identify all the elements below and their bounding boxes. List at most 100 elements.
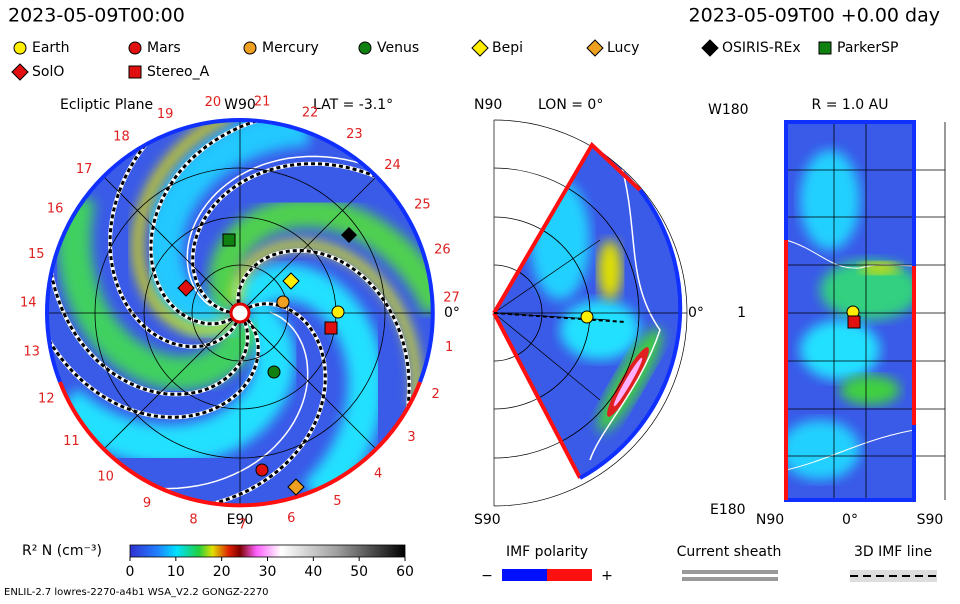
day-label: 2 [431,387,439,402]
day-label: 3 [407,430,415,445]
colorbar-tick-label: 50 [350,564,368,580]
day-label: 23 [346,127,363,142]
meridional-plot [492,119,688,507]
rad-title: R = 1.0 AU [812,97,889,113]
legend-marker [471,39,489,57]
ecliptic-top: W90 [224,97,256,113]
legend-label: Earth [32,40,70,56]
rad-x: N90 [756,512,784,528]
footer: ENLIL-2.7 lowres-2270-a4b1 WSA_V2.2 GONG… [4,587,269,598]
imf-minus: − [481,568,493,584]
day-label: 21 [254,95,271,110]
field-line [108,133,238,349]
day-label: 19 [157,107,174,122]
imf-pos [547,569,592,581]
sheath-line [186,155,376,307]
colorbar-tick-label: 30 [259,564,277,580]
legend-marker [11,63,29,81]
imf-plus: + [601,568,613,584]
density-band [144,120,310,338]
radial-plot [784,120,946,502]
lon: LON = 0° [538,97,603,113]
day-label: 27 [443,291,460,306]
sheath-label: Current sheath [677,544,782,560]
density-band [56,194,259,391]
day-label: 16 [47,202,64,217]
day-label: 5 [333,494,341,509]
ecliptic-title: Ecliptic Plane [60,97,153,113]
rad-top: W180 [708,102,749,118]
day-label: 18 [113,130,130,145]
ecliptic-bottom: E90 [227,512,254,528]
day-label: 17 [76,162,93,177]
day-label: 15 [28,247,45,262]
colorbar-tick-label: 40 [304,564,322,580]
lat: LAT = -3.1° [313,97,393,113]
day-label: 8 [189,512,197,527]
field-line [149,120,270,326]
field-line [47,259,250,396]
day-label: 13 [23,345,40,360]
mer-bottom: S90 [474,512,501,528]
field-line [191,162,390,314]
field-line [198,302,327,506]
day-label: 9 [143,496,151,511]
colorbar-tick-label: 10 [167,564,185,580]
legend-marker [701,39,719,57]
rad-x: 0° [842,512,858,528]
ecliptic-right: 0° [444,305,460,321]
legend-label: Mercury [262,40,319,56]
rad-left: 1 [737,305,746,321]
day-label: 4 [374,466,382,481]
legend-label: Bepi [492,40,523,56]
colorbar-tick-label: 20 [213,564,231,580]
legend-marker [243,41,257,55]
colorbar-label: R² N (cm⁻³) [22,543,102,559]
legend-label: ParkerSP [837,40,898,56]
day-label: 6 [287,511,295,526]
day-label: 7 [238,517,246,532]
day-label: 24 [384,158,401,173]
colorbar-tick-label: 60 [396,564,414,580]
ecliptic-plot [44,118,435,508]
time: 2023-05-09T00:00 [8,5,185,27]
legend: Earth Mars Mercury Venus Bepi Lucy OSIRIS-REx P… [11,39,898,81]
density-band [208,197,433,316]
legend-marker [128,41,142,55]
mer-top: N90 [474,97,502,113]
day-label: 11 [63,434,80,449]
legend-label: SolO [32,64,64,80]
imfline-label: 3D IMF line [854,544,932,560]
day-label: 20 [205,95,222,110]
density-band [231,239,422,405]
imf-neg [502,569,547,581]
density-band [132,120,237,336]
colorbar [129,544,406,558]
colorbar-ticks: 0 10 20 30 40 50 60 [126,557,414,580]
field-line [47,318,260,419]
legend-label: OSIRIS-REx [722,40,801,56]
day-label: 12 [38,392,55,407]
day-label: 1 [445,340,453,355]
day-label: 22 [302,105,319,120]
legend-marker [128,65,142,79]
field-line [236,248,411,422]
rad-bottom: E180 [710,502,746,518]
day-label: 26 [434,242,451,257]
density-band [51,298,296,466]
legend-label: Lucy [607,40,639,56]
imf-title: IMF polarity [506,544,588,560]
legend-marker [358,41,372,55]
legend-label: Stereo_A [147,64,210,80]
legend-label: Mars [147,40,181,56]
colorbar-tick-label: 0 [126,564,135,580]
mer-right: 0° [688,305,704,321]
legend-marker [13,41,27,55]
legend-marker [818,41,832,55]
day-label: 10 [97,469,114,484]
sheath-line [146,311,309,490]
day-label: 14 [20,296,37,311]
elapsed: 2023-05-09T00 +0.00 day [689,5,940,27]
